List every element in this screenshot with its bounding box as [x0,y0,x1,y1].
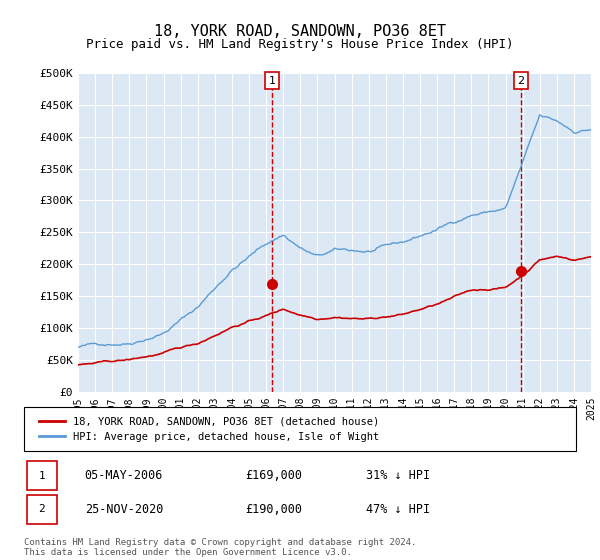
FancyBboxPatch shape [24,407,576,451]
Text: 1: 1 [38,471,46,480]
Text: Price paid vs. HM Land Registry's House Price Index (HPI): Price paid vs. HM Land Registry's House … [86,38,514,51]
Text: 47% ↓ HPI: 47% ↓ HPI [366,503,430,516]
Legend: 18, YORK ROAD, SANDOWN, PO36 8ET (detached house), HPI: Average price, detached : 18, YORK ROAD, SANDOWN, PO36 8ET (detach… [35,412,383,446]
Text: 1: 1 [269,76,275,86]
FancyBboxPatch shape [27,495,57,524]
Text: £169,000: £169,000 [245,469,302,482]
Text: £190,000: £190,000 [245,503,302,516]
Text: 2: 2 [38,505,46,514]
Text: 05-MAY-2006: 05-MAY-2006 [85,469,163,482]
FancyBboxPatch shape [27,461,57,491]
Text: 18, YORK ROAD, SANDOWN, PO36 8ET: 18, YORK ROAD, SANDOWN, PO36 8ET [154,24,446,39]
Text: 31% ↓ HPI: 31% ↓ HPI [366,469,430,482]
Text: Contains HM Land Registry data © Crown copyright and database right 2024.
This d: Contains HM Land Registry data © Crown c… [24,538,416,557]
Text: 2: 2 [517,76,524,86]
Text: 25-NOV-2020: 25-NOV-2020 [85,503,163,516]
